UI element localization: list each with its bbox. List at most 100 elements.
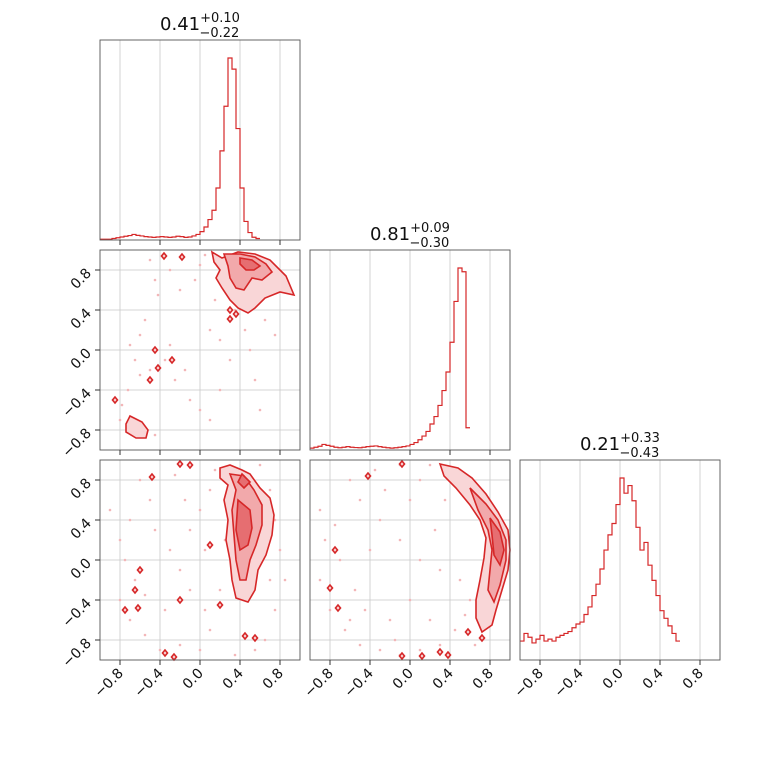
y-tick-label: −0.8 <box>59 426 94 461</box>
histogram-panel-1: 0.41+0.10 −0.22 <box>99 11 301 245</box>
sample-point <box>213 468 217 472</box>
panel-title: 0.41+0.10 −0.22 <box>160 11 240 41</box>
sample-point <box>333 523 337 527</box>
sample-point <box>283 578 287 582</box>
sample-point <box>408 598 412 602</box>
sample-point <box>148 368 152 372</box>
sample-point <box>473 643 477 647</box>
sample-point <box>138 478 142 482</box>
contour-island <box>206 540 214 550</box>
x-tick-label: 0.0 <box>180 666 207 693</box>
sample-point <box>193 278 197 282</box>
contour-island <box>331 545 339 555</box>
contour-island <box>334 603 342 613</box>
x-tick-label: −0.4 <box>341 665 376 700</box>
corner-panels: 0.41+0.10 −0.220.81+0.09 −0.30−0.8 −0.4 0.0 0… <box>59 11 721 701</box>
sample-point <box>158 648 162 652</box>
sample-point <box>183 498 187 502</box>
contour-island <box>241 631 249 641</box>
sample-point <box>198 263 202 267</box>
contour-island <box>170 652 178 662</box>
y-tick-label: −0.4 <box>59 595 94 630</box>
x-tick-label: −0.8 <box>301 666 336 701</box>
contour-island <box>154 363 162 373</box>
sample-point <box>208 418 212 422</box>
sample-point <box>148 258 152 262</box>
sample-point <box>358 498 362 502</box>
sample-point <box>233 653 237 657</box>
sample-point <box>378 648 382 652</box>
contour-island <box>364 471 372 481</box>
sample-point <box>433 528 437 532</box>
contour-island <box>161 648 169 658</box>
sample-point <box>120 403 124 407</box>
sample-point <box>128 518 132 522</box>
sample-point <box>198 508 202 512</box>
sample-point <box>453 628 457 632</box>
gridlines <box>119 40 281 240</box>
sample-point <box>358 643 362 647</box>
sample-point <box>318 578 322 582</box>
panel-title: 0.21+0.33 −0.43 <box>580 431 660 461</box>
upper-error: +0.33 <box>620 431 660 446</box>
sample-point <box>198 408 202 412</box>
sample-point <box>188 528 192 532</box>
sample-point <box>253 378 257 382</box>
sample-point <box>163 608 167 612</box>
x-tick-label: −0.8 <box>511 666 546 701</box>
sample-point <box>458 578 462 582</box>
x-tick-label: 0.4 <box>640 665 667 692</box>
sample-point <box>418 648 422 652</box>
sample-point <box>203 548 207 552</box>
y-tick-label: −0.8 <box>59 636 94 671</box>
contour-island <box>111 395 119 405</box>
sample-point <box>418 478 422 482</box>
sample-point <box>418 558 422 562</box>
sample-point <box>153 528 157 532</box>
sample-point <box>208 628 212 632</box>
sample-point <box>156 293 160 297</box>
sample-point <box>273 333 277 337</box>
contour-inner <box>235 498 253 552</box>
sample-point <box>428 463 432 467</box>
contour-island <box>232 309 240 319</box>
contour-island <box>151 345 159 355</box>
sample-point <box>463 613 467 617</box>
sample-point <box>168 548 172 552</box>
contour-island <box>464 627 472 637</box>
sample-point <box>208 488 212 492</box>
median-value: 0.41 <box>160 14 200 35</box>
sample-point <box>173 378 177 382</box>
sample-point <box>263 318 267 322</box>
panel-title: 0.81+0.09 −0.30 <box>370 221 450 251</box>
contour-island <box>398 651 406 661</box>
sample-point <box>328 608 332 612</box>
x-tick-label: −0.4 <box>551 665 586 700</box>
upper-error: +0.10 <box>200 11 240 26</box>
sample-point <box>118 598 122 602</box>
sample-point <box>143 318 147 322</box>
sample-point <box>443 498 447 502</box>
contour-middle <box>222 253 274 291</box>
contour-island <box>226 305 234 315</box>
contour-middle <box>469 487 507 605</box>
sample-point <box>213 298 217 302</box>
contour-island <box>146 375 154 385</box>
sample-point <box>153 278 157 282</box>
sample-point <box>143 593 147 597</box>
contour-island <box>444 650 452 660</box>
median-value: 0.81 <box>370 224 410 245</box>
upper-error: +0.09 <box>410 221 450 236</box>
sample-point <box>198 648 202 652</box>
sample-point <box>173 473 177 477</box>
x-tick-label: 0.8 <box>260 666 287 693</box>
sample-point <box>188 588 192 592</box>
contour-island <box>131 585 139 595</box>
sample-point <box>138 333 142 337</box>
x-tick-label: −0.4 <box>131 665 166 700</box>
contour-inner <box>237 472 252 490</box>
lower-error: −0.22 <box>199 26 239 41</box>
sample-point <box>268 578 272 582</box>
sample-point <box>118 538 122 542</box>
